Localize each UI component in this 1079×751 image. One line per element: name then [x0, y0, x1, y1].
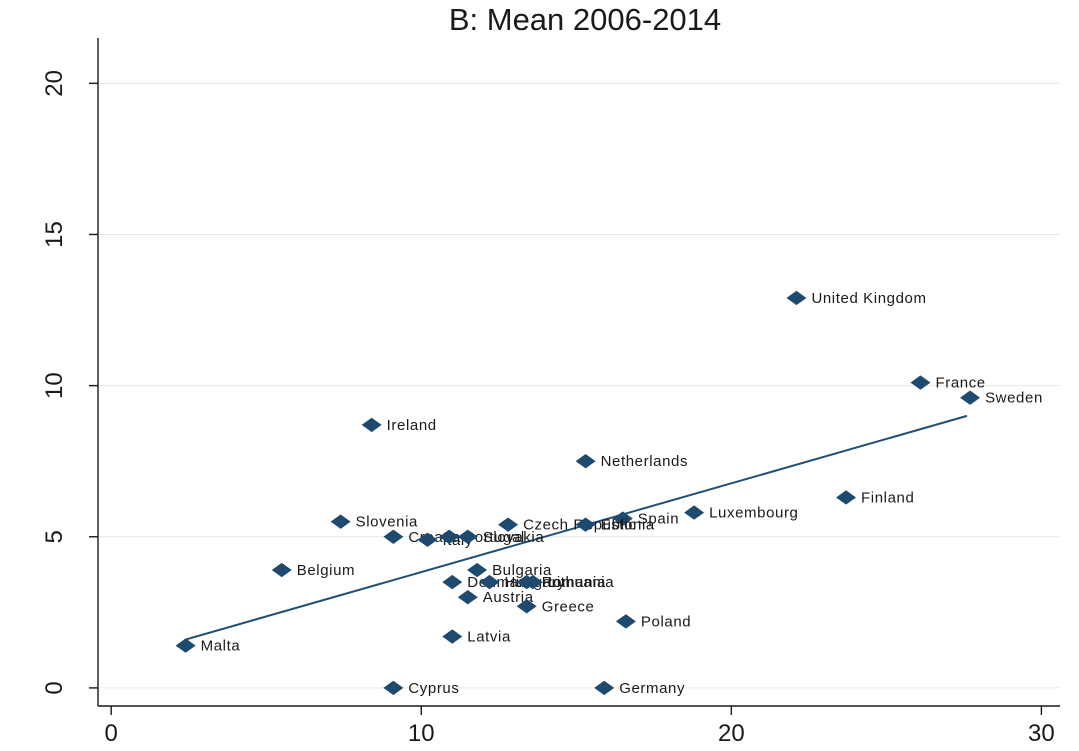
y-tick-label: 20: [41, 70, 68, 97]
point-label: Netherlands: [601, 453, 688, 470]
data-point: Austria: [457, 589, 534, 606]
point-label: Malta: [201, 638, 241, 655]
x-tick-label: 0: [105, 720, 118, 747]
point-label: Latvia: [467, 629, 511, 646]
data-point: United Kingdom: [786, 290, 926, 307]
data-point: Lithuania: [522, 574, 614, 591]
point-marker: [467, 562, 488, 578]
data-point: Latvia: [442, 629, 511, 646]
data-point: Greece: [516, 598, 595, 615]
y-tick-label: 5: [41, 530, 68, 543]
point-label: Spain: [638, 511, 679, 528]
chart-title: B: Mean 2006-2014: [449, 2, 721, 37]
point-label: Lithuania: [548, 574, 614, 591]
data-point: Denmark: [442, 574, 532, 591]
point-label: Sweden: [985, 390, 1043, 407]
point-marker: [594, 680, 615, 696]
data-point: Luxembourg: [684, 505, 798, 522]
point-marker: [442, 629, 463, 644]
data-point: Slovakia: [457, 529, 545, 546]
data-point: Poland: [615, 613, 691, 630]
point-label: Finland: [861, 489, 914, 506]
point-label: Ireland: [387, 417, 437, 434]
point-marker: [786, 290, 807, 306]
point-marker: [575, 517, 596, 532]
point-marker: [910, 375, 931, 390]
point-label: Germany: [619, 680, 685, 697]
y-tick-label: 0: [41, 681, 68, 694]
point-marker: [439, 529, 460, 544]
point-marker: [383, 529, 404, 544]
point-marker: [271, 562, 292, 578]
point-marker: [479, 574, 500, 590]
data-point: Portugal: [439, 529, 525, 546]
x-tick-label: 20: [718, 720, 745, 747]
point-label: Greece: [542, 598, 595, 615]
point-label: Romania: [542, 574, 606, 591]
data-point: Belgium: [271, 562, 355, 579]
point-marker: [383, 680, 404, 696]
data-point: Netherlands: [575, 453, 688, 470]
axes: 0 5 10 15 20 0 10 20 30: [41, 38, 1060, 747]
point-marker: [498, 517, 519, 532]
point-label: Slovakia: [483, 529, 545, 546]
point-marker: [516, 599, 537, 614]
point-marker: [615, 614, 636, 629]
point-marker: [330, 514, 351, 529]
data-point: Spain: [612, 511, 679, 528]
point-marker: [960, 390, 981, 405]
point-marker: [612, 511, 633, 526]
data-point: Estonia: [575, 517, 655, 534]
data-point: Sweden: [960, 390, 1043, 407]
data-point: Germany: [594, 680, 685, 697]
point-marker: [417, 532, 438, 547]
point-marker: [457, 529, 478, 544]
x-tick-label: 30: [1028, 720, 1055, 747]
point-marker: [175, 638, 196, 653]
x-tick-label: 10: [408, 720, 435, 747]
fitted-line: [185, 414, 968, 641]
point-marker: [457, 590, 478, 605]
point-label: Bulgaria: [492, 562, 552, 579]
point-label: Denmark: [467, 574, 532, 591]
y-tick-label: 10: [41, 372, 68, 399]
data-point: Bulgaria: [467, 562, 552, 579]
point-label: Austria: [483, 589, 534, 606]
fit-line-layer: [185, 414, 968, 641]
point-marker: [442, 574, 463, 590]
point-label: Estonia: [601, 517, 655, 534]
point-marker: [836, 490, 857, 505]
point-marker: [522, 574, 543, 590]
point-label: France: [935, 375, 985, 392]
point-label: Belgium: [297, 562, 355, 579]
data-point: Slovenia: [330, 514, 418, 531]
data-point: Ireland: [361, 417, 437, 434]
point-label: United Kingdom: [811, 290, 926, 307]
point-label: Portugal: [464, 529, 525, 546]
data-point: Finland: [836, 489, 914, 506]
point-label: Cyprus: [408, 680, 459, 697]
data-point: France: [910, 375, 985, 392]
point-marker: [684, 505, 705, 520]
grid-lines: [98, 82, 1060, 689]
point-label: Slovenia: [356, 514, 418, 531]
y-tick-label: 15: [41, 221, 68, 248]
point-marker: [575, 453, 596, 469]
data-point: Cyprus: [383, 680, 459, 697]
data-point: Malta: [175, 638, 241, 655]
point-marker: [361, 417, 382, 433]
point-label: Poland: [641, 613, 691, 630]
point-label: Luxembourg: [709, 505, 798, 522]
